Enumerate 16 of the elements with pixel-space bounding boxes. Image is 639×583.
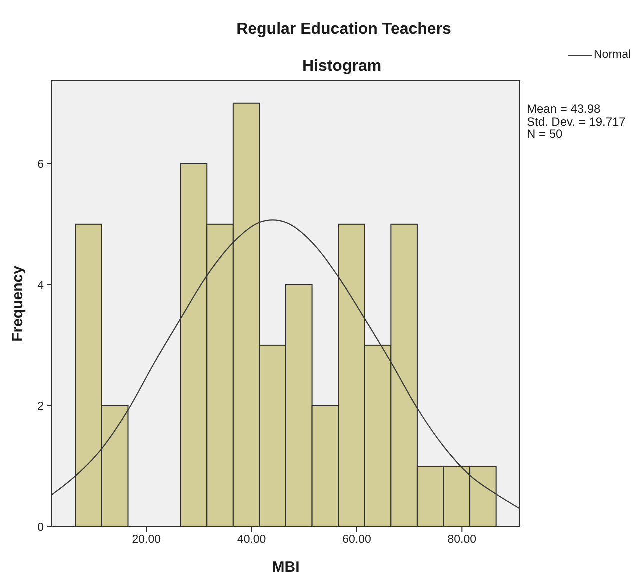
- y-axis-title: Frequency: [10, 266, 26, 342]
- text: Std. Dev. = 19.717: [527, 114, 626, 128]
- x-tick-label: 20.00: [132, 534, 162, 546]
- x-tick-label: 80.00: [448, 534, 477, 546]
- x-axis-title: MBI: [272, 559, 300, 576]
- y-tick-label: 0: [38, 522, 44, 534]
- chart-title: Regular Education Teachers: [236, 21, 452, 39]
- x-tick-label: 60.00: [342, 534, 372, 546]
- y-tick-label: 2: [38, 401, 44, 414]
- y-tick-label: 6: [38, 158, 44, 171]
- y-tick-label: 4: [38, 280, 45, 292]
- text: Mean = 43.98: [527, 102, 601, 116]
- x-tick-label: 40.00: [237, 534, 266, 546]
- chart-subtitle: Histogram: [302, 58, 382, 76]
- text: N = 50: [527, 127, 563, 141]
- legend-label: Normal: [594, 49, 632, 61]
